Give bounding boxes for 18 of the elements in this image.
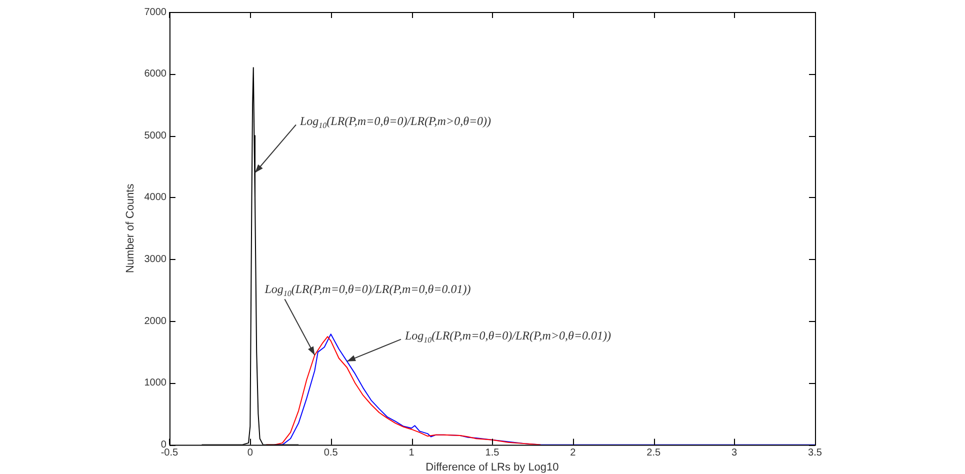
x-tick-label: -0.5 [160,448,178,459]
x-axis-title: Difference of LRs by Log10 [426,461,559,474]
y-tick-label: 7000 [144,6,167,18]
y-tick-label: 4000 [144,192,167,204]
y-tick-label: 2000 [144,316,167,327]
y-axis-title: Number of Counts [124,183,137,274]
x-tick-label: 1.5 [485,448,500,459]
x-tick-label: 0 [247,448,254,459]
x-tick-label: 0.5 [324,448,338,459]
x-tick-label: 2 [570,448,576,459]
x-tick-label: 1 [408,448,415,459]
x-tick-label: 2.5 [646,448,661,459]
x-tick-label: 3 [732,448,738,459]
y-tick-label: 1000 [144,378,167,389]
y-tick-label: 5000 [144,130,167,142]
x-tick-label: 3.5 [808,448,822,459]
y-tick-label: 6000 [144,68,167,80]
y-tick-label: 3000 [144,254,167,266]
